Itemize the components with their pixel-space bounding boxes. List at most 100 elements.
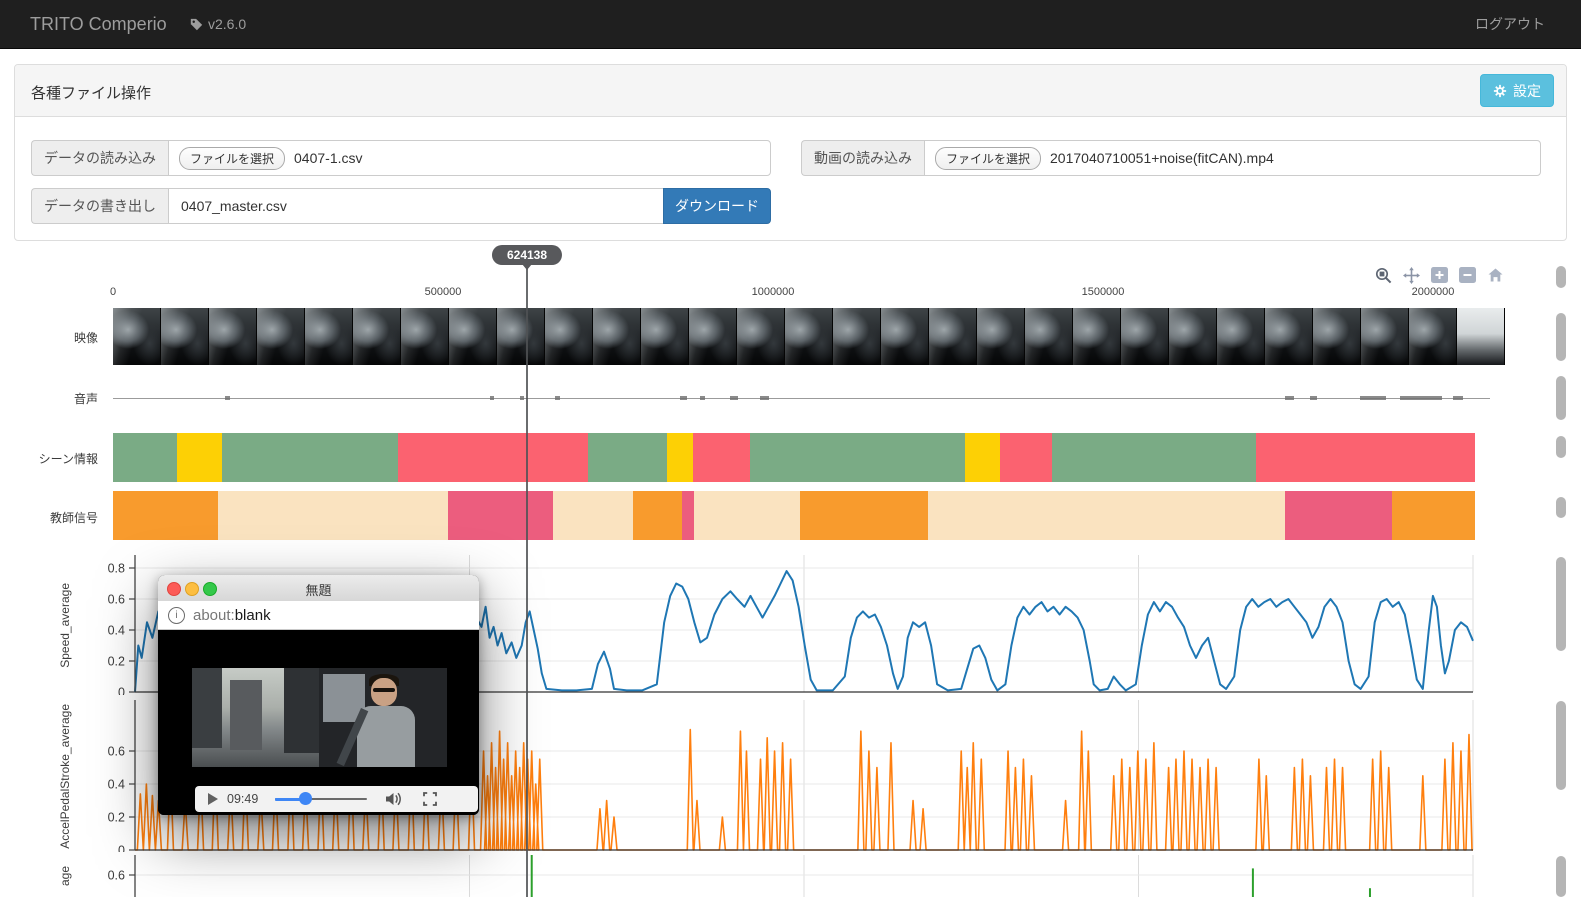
film-thumbnail (113, 308, 161, 365)
row-label-audio: 音声 (73, 392, 98, 406)
settings-button[interactable]: 設定 (1480, 74, 1554, 107)
info-circle-icon[interactable]: i (168, 606, 185, 624)
scrollbar-thumb[interactable] (1556, 701, 1566, 790)
timeline-cursor-line[interactable] (526, 266, 528, 897)
scrollbar-thumb[interactable] (1556, 856, 1566, 897)
axis-tick-label: 500000 (424, 286, 462, 298)
file-operations-panel: 各種ファイル操作 設定 データの読み込み ファイルを選択 0407-1.csv … (14, 64, 1567, 241)
film-strip-row[interactable] (113, 308, 1505, 365)
video-popup-window[interactable]: 無題 i about: blank (158, 575, 479, 815)
gear-icon (1493, 84, 1507, 97)
minimize-window-icon[interactable] (185, 582, 199, 596)
zoom-out-icon[interactable] (1459, 266, 1476, 284)
pan-icon[interactable] (1403, 266, 1420, 284)
url-body: blank (234, 606, 271, 624)
teacher-segment (113, 491, 218, 540)
film-thumbnail (209, 308, 257, 365)
scrollbar-thumb[interactable] (1556, 436, 1566, 458)
svg-text:0.6: 0.6 (108, 745, 125, 759)
file-select-button[interactable]: ファイルを選択 (935, 146, 1042, 170)
video-load-filename: 2017040710051+noise(fitCAN).mp4 (1050, 150, 1274, 166)
scene-segment (221, 433, 399, 482)
row-label-teacher: 教師信号 (49, 511, 98, 525)
axis-tick-label: 1000000 (751, 286, 795, 298)
audio-noise-mark (1310, 396, 1318, 400)
seek-slider-thumb[interactable] (299, 792, 312, 805)
teacher-segment (553, 491, 634, 540)
window-titlebar[interactable]: 無題 (158, 575, 479, 602)
film-thumbnail (1217, 308, 1265, 365)
scrollbar-thumb[interactable] (1556, 266, 1566, 288)
teacher-segment (217, 491, 449, 540)
maximize-window-icon[interactable] (203, 582, 217, 596)
audio-noise-mark (759, 396, 769, 400)
scrollbar-thumb[interactable] (1556, 313, 1566, 361)
video-frame (192, 668, 447, 767)
axis-tick-label: 2000000 (1411, 286, 1455, 298)
export-filename-input[interactable] (168, 188, 663, 224)
teacher-segment (800, 491, 929, 540)
fullscreen-icon[interactable] (423, 792, 437, 806)
film-thumbnail (785, 308, 833, 365)
film-thumbnail (833, 308, 881, 365)
row-label-video: 映像 (73, 331, 98, 345)
axis-tick-label: 1500000 (1081, 286, 1125, 298)
svg-text:0.8: 0.8 (108, 562, 125, 576)
video-controls-bar: 09:49 (195, 786, 478, 812)
scrollbar-thumb[interactable] (1556, 557, 1566, 651)
reset-home-icon[interactable] (1487, 267, 1504, 284)
scrollbar-thumb[interactable] (1556, 376, 1566, 420)
file-select-button[interactable]: ファイルを選択 (179, 146, 286, 170)
cursor-value: 624138 (506, 248, 548, 262)
data-export-label: データの書き出し (31, 188, 168, 224)
teacher-segment (448, 491, 554, 540)
audio-noise-mark (520, 396, 525, 400)
data-load-group: データの読み込み ファイルを選択 0407-1.csv (31, 140, 771, 176)
play-icon[interactable] (208, 793, 218, 805)
teacher-segment (681, 491, 694, 540)
video-load-file-input[interactable]: ファイルを選択 2017040710051+noise(fitCAN).mp4 (924, 140, 1541, 176)
window-urlbar[interactable]: i about: blank (158, 601, 479, 630)
data-export-group: データの書き出し ダウンロード (31, 188, 771, 224)
zoom-in-icon[interactable] (1431, 266, 1448, 284)
volume-icon[interactable] (385, 792, 403, 806)
audio-noise-mark (1400, 396, 1442, 400)
audio-noise-mark (489, 396, 494, 400)
tooltip-arrow (521, 264, 532, 270)
video-time: 09:49 (227, 792, 259, 806)
audio-noise-mark (730, 396, 739, 400)
audio-noise-mark (1285, 396, 1295, 400)
navbar: TRITO Comperio v2.6.0 ログアウト (0, 0, 1581, 49)
scrollbar-thumb[interactable] (1556, 497, 1566, 518)
film-thumbnail (1025, 308, 1073, 365)
film-thumbnail (1121, 308, 1169, 365)
download-button[interactable]: ダウンロード (663, 188, 771, 224)
chart-third-average[interactable]: 0.6 (0, 855, 1581, 897)
logout-link[interactable]: ログアウト (1475, 16, 1545, 32)
seek-slider-track[interactable] (275, 798, 367, 800)
video-area[interactable]: 09:49 (158, 630, 479, 815)
street-scene (192, 668, 319, 767)
scene-segment (398, 433, 589, 482)
window-title: 無題 (305, 583, 332, 598)
panel-heading: 各種ファイル操作 設定 (15, 65, 1566, 117)
scene-segment (1052, 433, 1257, 482)
close-window-icon[interactable] (167, 582, 181, 596)
seek-slider-fill (275, 797, 306, 801)
zoom-box-icon[interactable] (1375, 267, 1392, 284)
panel-title: 各種ファイル操作 (31, 85, 152, 102)
driver-glasses (373, 688, 395, 692)
url-scheme: about: (193, 606, 235, 624)
video-load-label: 動画の読み込み (801, 140, 924, 176)
film-thumbnail (545, 308, 593, 365)
data-load-file-input[interactable]: ファイルを選択 0407-1.csv (168, 140, 771, 176)
row-label-scene: シーン情報 (38, 452, 98, 466)
film-thumbnail (1073, 308, 1121, 365)
film-thumbnail (593, 308, 641, 365)
axis-tick-label: 0 (109, 286, 117, 298)
timeline-cursor-tooltip[interactable]: 624138 (491, 245, 563, 270)
film-thumbnail (1361, 308, 1409, 365)
film-thumbnail (449, 308, 497, 365)
video-load-group: 動画の読み込み ファイルを選択 2017040710051+noise(fitC… (801, 140, 1541, 176)
